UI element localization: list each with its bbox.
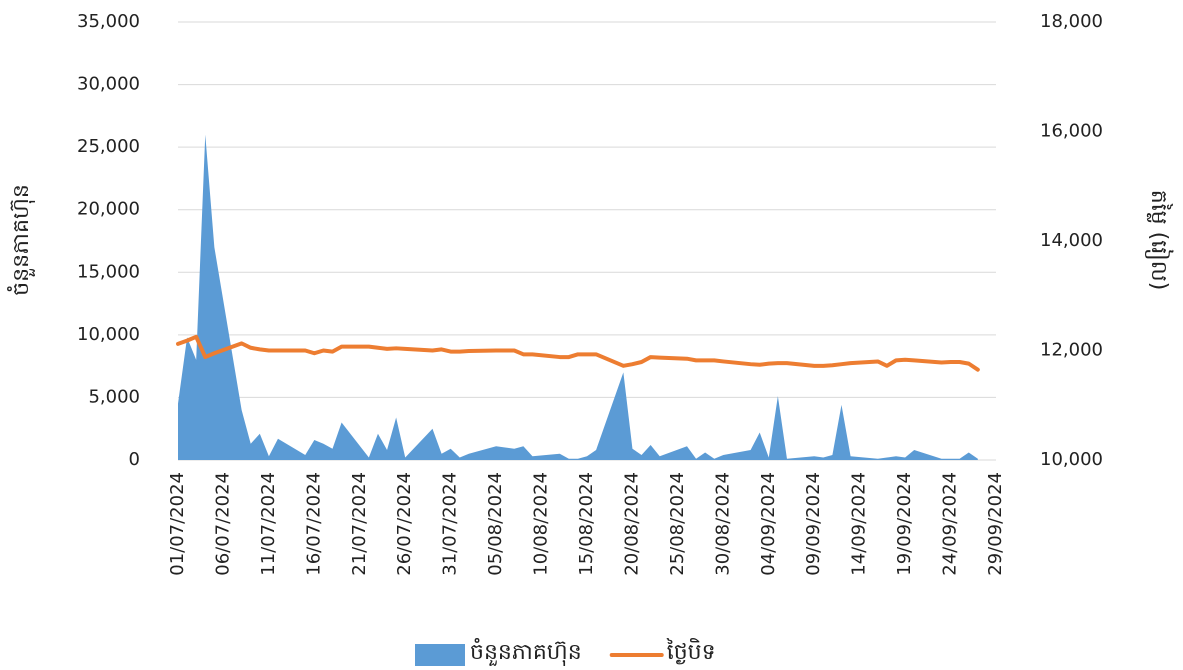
x-tick-label: 29/09/2024 (985, 472, 1006, 576)
x-tick-label: 11/07/2024 (258, 472, 279, 576)
x-tick-label: 21/07/2024 (349, 472, 370, 576)
legend-label: ចំនួនភាគហ៊ុន (470, 638, 582, 666)
x-tick-label: 19/09/2024 (894, 472, 915, 576)
y-tick-label: 10,000 (77, 324, 140, 345)
x-tick-label: 15/08/2024 (576, 472, 597, 576)
volume-area (178, 134, 978, 460)
y-tick-label: 5,000 (88, 386, 140, 407)
x-tick-label: 24/09/2024 (940, 472, 961, 576)
y2-tick-label: 12,000 (1040, 340, 1103, 361)
y-tick-label: 15,000 (77, 261, 140, 282)
x-tick-label: 26/07/2024 (394, 472, 415, 576)
legend-label: ថ្ងៃបិទ (666, 638, 716, 665)
y-tick-label: 20,000 (77, 199, 140, 220)
x-tick-label: 14/09/2024 (849, 472, 870, 576)
x-tick-label: 06/07/2024 (212, 472, 233, 576)
price-line (176, 334, 980, 372)
y2-tick-label: 14,000 (1040, 230, 1103, 251)
y2-axis-title: តម្លៃ (រៀល) (1145, 190, 1174, 291)
x-tick-label: 10/08/2024 (531, 472, 552, 576)
x-tick-label: 09/09/2024 (803, 472, 824, 576)
y-axis-title: ចំនួនភាគហ៊ុន (7, 184, 35, 296)
x-tick-label: 30/08/2024 (712, 472, 733, 576)
y-tick-label: 25,000 (77, 136, 140, 157)
y-tick-label: 0 (129, 449, 140, 470)
x-tick-label: 20/08/2024 (621, 472, 642, 576)
y2-tick-label: 18,000 (1040, 11, 1103, 32)
x-tick-label: 01/07/2024 (167, 472, 188, 576)
x-tick-label: 16/07/2024 (303, 472, 324, 576)
x-tick-label: 31/07/2024 (440, 472, 461, 576)
y-tick-label: 30,000 (77, 74, 140, 95)
y2-tick-label: 16,000 (1040, 121, 1103, 142)
x-tick-label: 05/08/2024 (485, 472, 506, 576)
y-tick-label: 35,000 (77, 11, 140, 32)
y2-tick-label: 10,000 (1040, 449, 1103, 470)
legend-swatch (415, 644, 465, 666)
x-tick-label: 04/09/2024 (758, 472, 779, 576)
x-tick-label: 25/08/2024 (667, 472, 688, 576)
